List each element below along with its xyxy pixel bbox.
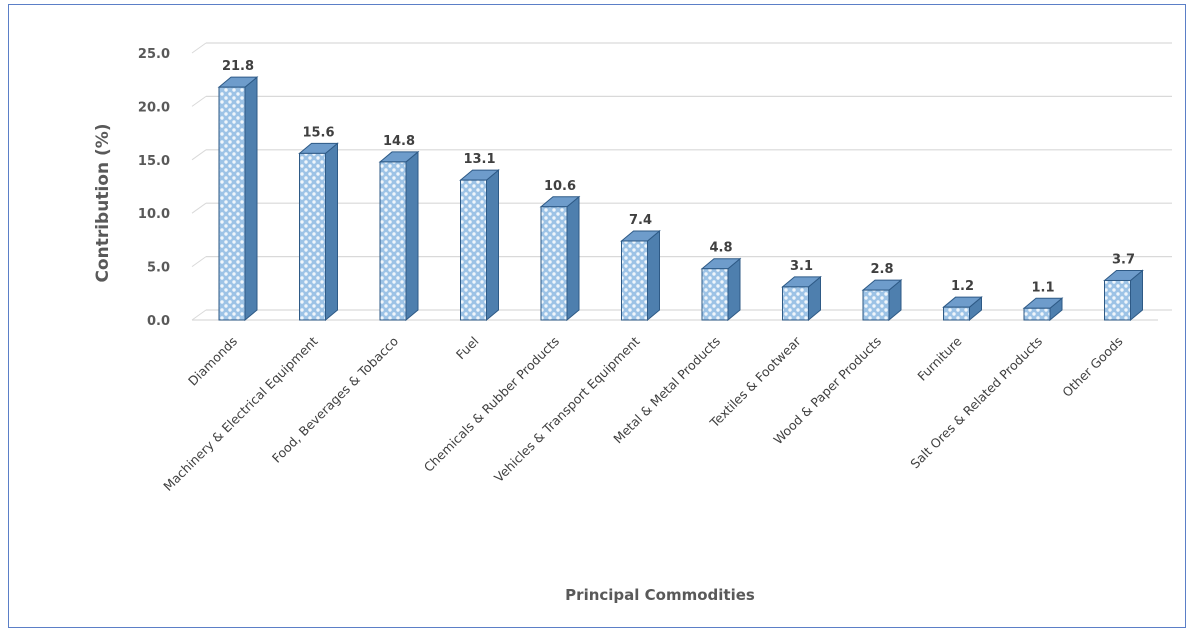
bar-front-face bbox=[782, 286, 809, 321]
bars bbox=[217, 76, 1144, 322]
bar bbox=[539, 195, 581, 322]
bar-front-face bbox=[1104, 279, 1131, 321]
data-label: 2.8 bbox=[870, 262, 893, 277]
gridline-diagonal bbox=[191, 309, 207, 321]
bar-front-face bbox=[943, 306, 970, 321]
bar-side-face bbox=[244, 76, 258, 322]
data-label: 13.1 bbox=[463, 152, 495, 167]
y-tick-label: 25.0 bbox=[138, 47, 170, 62]
bar bbox=[620, 229, 661, 322]
gridline-diagonal bbox=[191, 149, 207, 161]
bar-front-face bbox=[1023, 307, 1051, 321]
x-axis-title: Principal Commodities bbox=[565, 586, 755, 604]
chart-frame bbox=[8, 4, 1186, 628]
data-label: 4.8 bbox=[709, 241, 732, 256]
data-label: 14.8 bbox=[383, 134, 415, 149]
x-tick-label: Vehicles & Transport Equipment bbox=[491, 333, 643, 485]
data-label: 1.1 bbox=[1031, 280, 1054, 295]
gridline-diagonal bbox=[191, 42, 207, 54]
data-label: 10.6 bbox=[544, 179, 576, 194]
bar bbox=[1103, 269, 1144, 322]
x-tick-label: Furniture bbox=[914, 333, 965, 384]
bar-side-face bbox=[325, 142, 338, 322]
y-tick-label: 10.0 bbox=[138, 207, 170, 222]
bar-side-face bbox=[566, 195, 580, 322]
bar bbox=[700, 257, 742, 322]
bar-front-face bbox=[299, 152, 326, 321]
bar-front-face bbox=[540, 206, 568, 321]
bar bbox=[781, 275, 822, 322]
bar-front-face bbox=[621, 240, 648, 321]
x-tick-label: Salt Ores & Related Products bbox=[907, 334, 1045, 472]
bar bbox=[378, 150, 420, 322]
bar-front-face bbox=[701, 268, 729, 321]
data-label: 3.1 bbox=[790, 259, 813, 274]
bar bbox=[861, 279, 903, 322]
bar bbox=[298, 142, 339, 322]
y-tick-label: 15.0 bbox=[138, 154, 170, 169]
bar-side-face bbox=[486, 169, 499, 322]
data-label: 1.2 bbox=[951, 279, 974, 294]
x-tick-label: Machinery & Electrical Equipment bbox=[160, 333, 320, 493]
bar-side-face bbox=[647, 229, 660, 322]
gridline-diagonal bbox=[191, 256, 207, 268]
gridline-diagonal bbox=[191, 202, 207, 214]
data-label: 7.4 bbox=[629, 213, 652, 228]
y-axis: 0.0 5.0 10.0 15.0 20.0 25.0 bbox=[138, 47, 170, 329]
data-label: 15.6 bbox=[302, 125, 334, 140]
bar bbox=[459, 169, 500, 322]
bar-front-face bbox=[218, 86, 246, 321]
bar bbox=[942, 296, 983, 322]
bar-side-face bbox=[405, 150, 419, 322]
x-tick-label: Food, Beverages & Tobacco bbox=[269, 334, 401, 466]
y-tick-label: 5.0 bbox=[147, 261, 170, 276]
y-tick-label: 20.0 bbox=[138, 100, 170, 115]
bar-front-face bbox=[460, 179, 487, 321]
bar bbox=[1022, 297, 1064, 322]
gridlines bbox=[191, 42, 1172, 321]
bar-front-face bbox=[862, 289, 890, 321]
y-axis-title: Contribution (%) bbox=[93, 123, 113, 282]
data-label: 21.8 bbox=[222, 59, 254, 74]
x-tick-label: Fuel bbox=[453, 334, 482, 363]
x-tick-label: Other Goods bbox=[1059, 334, 1125, 400]
bar-front-face bbox=[379, 161, 407, 321]
x-tick-label: Diamonds bbox=[185, 334, 240, 389]
gridline-diagonal bbox=[191, 95, 207, 107]
x-tick-label: Chemicals & Rubber Products bbox=[421, 334, 562, 475]
data-label: 3.7 bbox=[1112, 252, 1135, 267]
y-tick-label: 0.0 bbox=[147, 314, 170, 329]
data-labels: 21.8 15.6 14.8 13.1 10.6 7.4 4.8 3.1 2.8 1.2 1.1 3.… bbox=[222, 59, 1135, 295]
bar bbox=[217, 76, 259, 322]
bar-side-face bbox=[727, 257, 741, 322]
